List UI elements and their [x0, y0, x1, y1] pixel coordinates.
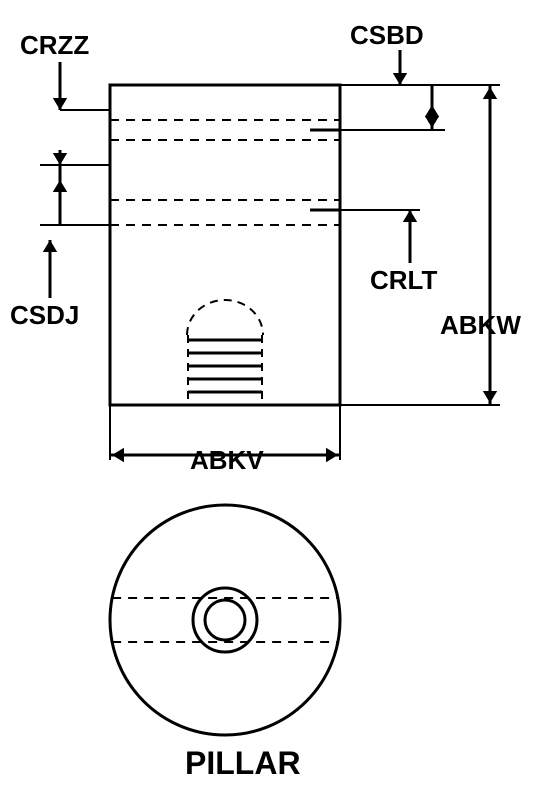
label-abkw: ABKW	[440, 310, 521, 341]
label-csbd: CSBD	[350, 20, 424, 51]
label-crzz: CRZZ	[20, 30, 89, 61]
label-abkv: ABKV	[190, 445, 264, 476]
label-csdj: CSDJ	[10, 300, 79, 331]
diagram-title: PILLAR	[185, 745, 301, 782]
technical-diagram	[0, 0, 533, 786]
label-crlt: CRLT	[370, 265, 437, 296]
